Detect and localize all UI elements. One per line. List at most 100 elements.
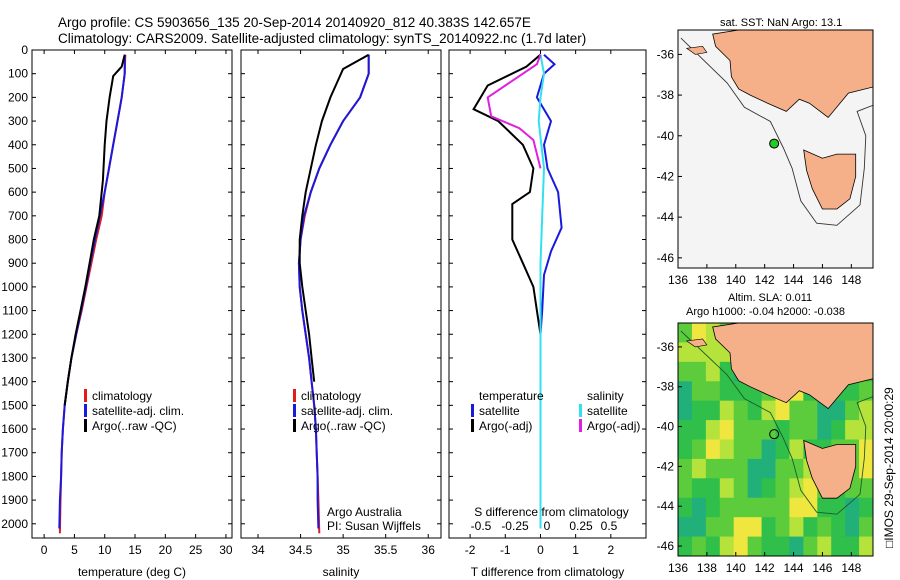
sla-cell (845, 517, 861, 538)
series-line-salinity-argo-adj- (486, 54, 542, 169)
map-frame (677, 29, 874, 269)
legend-swatch (293, 389, 296, 402)
sla-cell (761, 497, 777, 519)
x-tick-label: 140 (726, 561, 746, 575)
sla-cell (719, 536, 735, 556)
legend-swatch (293, 404, 296, 417)
axes-frame (31, 49, 233, 539)
y-tick-label: 1300 (1, 351, 28, 365)
sla-cell (747, 439, 763, 460)
sla-cell (719, 400, 735, 422)
sla-cell (845, 420, 861, 441)
y-tick-label: 600 (8, 185, 28, 199)
temperature-panel: 0 5 10 15 20 25 300100200300400500600700800900… (1, 43, 233, 579)
series-line-satellite-adj-clim- (58, 54, 126, 529)
annotation-text: Argo Australia (327, 505, 402, 519)
sla-cell (705, 361, 721, 383)
y-tick-label: 0 (21, 43, 28, 57)
series-line-temperature-argo-adj- (472, 53, 542, 335)
x-tick-label: 36 (422, 543, 436, 557)
x-tick-label: 34 (251, 543, 265, 557)
sla-cell (859, 536, 873, 556)
map-frame (677, 322, 874, 557)
legend-entry: satellite (479, 404, 520, 418)
profile-marker (769, 429, 780, 440)
sla-cell (831, 536, 847, 556)
sla-cell (705, 517, 721, 538)
sla-cell (789, 478, 805, 499)
sla-cell (761, 400, 777, 422)
sla-cell (719, 517, 735, 538)
difference-panel: -2 -1 0 1 2 T difference from climatology temp… (448, 49, 647, 579)
sla-cell (775, 497, 791, 519)
y-tick-label: 1900 (1, 493, 28, 507)
sla-cell (733, 439, 749, 460)
y-tick-label: 500 (8, 161, 28, 175)
legend-swatch (84, 389, 87, 402)
sla-cell (775, 536, 791, 556)
sla-cell (761, 478, 777, 499)
legend-entry: Argo(-adj) (587, 419, 640, 433)
sla-cell (691, 497, 707, 519)
legend-entry: Argo(..raw -QC) (301, 419, 386, 433)
sla-cell (775, 458, 791, 480)
sla-cell (719, 478, 735, 499)
sla-cell (775, 439, 791, 460)
map-content (678, 30, 873, 268)
sla-cell (705, 536, 721, 556)
sst-map-panel: 136 138 140 142 144 146 148 -36 -38 -40 -42 -44 -46 (657, 29, 874, 287)
sla-cell (705, 497, 721, 519)
sla-cell (691, 361, 707, 383)
sla-map-title: Altim. SLA: 0.011 (728, 292, 813, 304)
sla-cell (678, 536, 693, 556)
y-tick-label: -44 (657, 499, 675, 513)
sla-cell (817, 536, 833, 556)
sla-cell (691, 400, 707, 422)
sla-cell (691, 439, 707, 460)
series-line-argo-raw-qc- (298, 53, 370, 382)
sla-cell (817, 420, 833, 441)
y-tick-label: -36 (657, 340, 675, 354)
sla-cell (705, 439, 721, 460)
x2-tick-label: 0.25 (569, 519, 593, 533)
x-tick-label: 136 (668, 273, 688, 287)
sla-cell (859, 497, 873, 519)
kangaroo-island (685, 45, 708, 55)
sla-cell (678, 439, 693, 460)
kangaroo-island (685, 338, 708, 348)
x-tick-label: 2 (607, 543, 614, 557)
sla-cell (678, 361, 693, 383)
sla-cell (691, 458, 707, 480)
y-tick-label: 1800 (1, 469, 28, 483)
sla-cell (733, 536, 749, 556)
sla-cell (719, 420, 735, 441)
y-tick-label: 1600 (1, 422, 28, 436)
sla-cell (775, 478, 791, 499)
x-tick-label: 144 (784, 273, 804, 287)
sla-cell (789, 400, 805, 422)
sla-cell (705, 381, 721, 402)
legend-swatch (84, 419, 87, 432)
sla-cell (803, 497, 819, 519)
x-tick-label: 146 (812, 273, 832, 287)
sla-cell (831, 497, 847, 519)
series-line-salinity-satellite (537, 54, 546, 529)
sla-cell (845, 497, 861, 519)
x-tick-label: 0 (537, 543, 544, 557)
sla-cell (789, 497, 805, 519)
legend-entry: climatology (301, 389, 361, 403)
sla-cell (747, 400, 763, 422)
shelf-contour (680, 37, 873, 226)
y-tick-label: -38 (657, 88, 675, 102)
y-tick-label: 1100 (2, 304, 28, 318)
sla-cell (775, 517, 791, 538)
sla-cell (678, 342, 693, 363)
sla-cell (775, 420, 791, 441)
legend-entry: climatology (92, 389, 152, 403)
y-tick-label: -44 (657, 210, 675, 224)
series-line-argo-raw-qc- (63, 54, 126, 406)
sla-cell (845, 381, 861, 402)
x-tick-label: 5 (71, 543, 78, 557)
sla-cell (859, 517, 873, 538)
